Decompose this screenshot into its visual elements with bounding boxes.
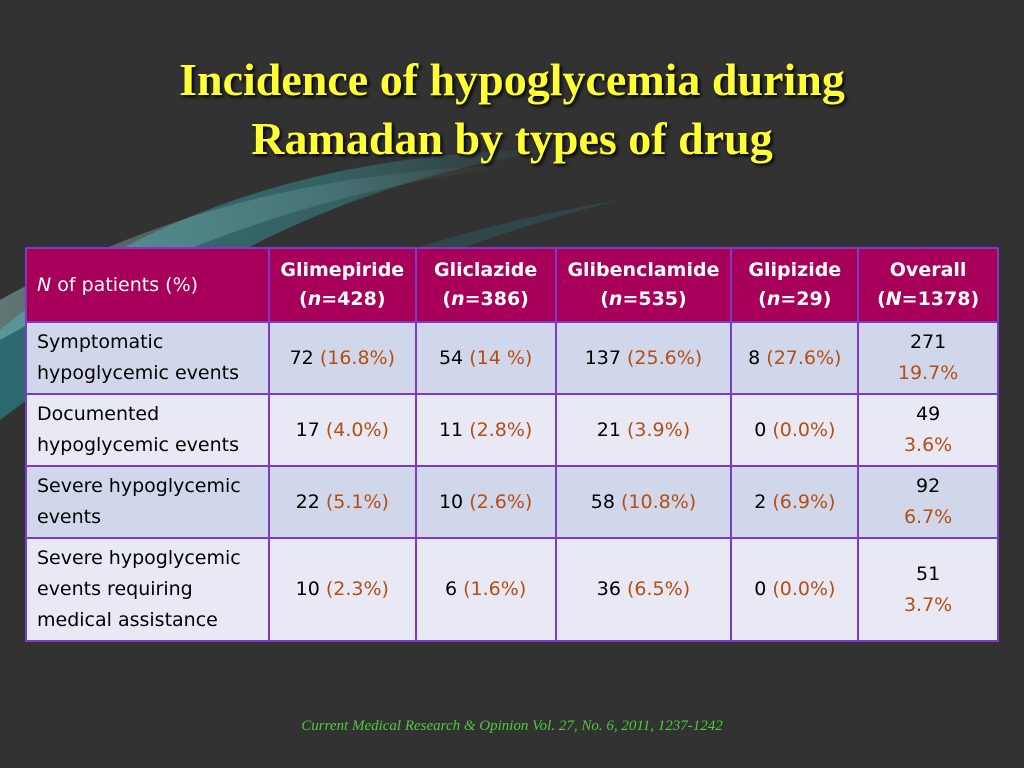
hypoglycemia-table: N of patients (%) Glimepiride (n=428) Gli…	[25, 247, 999, 642]
table-cell: 21 (3.9%)	[554, 393, 733, 467]
table-row: Severe hypoglycemic events requiring med…	[25, 537, 999, 642]
overall-cell: 92 6.7%	[857, 465, 999, 539]
column-header: Glipizide (n=29)	[730, 247, 860, 323]
slide-title: Incidence of hypoglycemia during Ramadan…	[40, 50, 984, 168]
table-cell: 72 (16.8%)	[267, 321, 417, 395]
table-cell: 6 (1.6%)	[414, 537, 557, 642]
table-cell: 10 (2.3%)	[267, 537, 417, 642]
column-header: Overall (N=1378)	[857, 247, 999, 323]
overall-cell: 51 3.7%	[857, 537, 999, 642]
column-header: Gliclazide (n=386)	[414, 247, 557, 323]
table-cell: 22 (5.1%)	[267, 465, 417, 539]
row-label: Documented hypoglycemic events	[25, 393, 270, 467]
table-cell: 137 (25.6%)	[554, 321, 733, 395]
table-cell: 2 (6.9%)	[730, 465, 860, 539]
title-line-2: Ramadan by types of drug	[251, 113, 773, 164]
table-cell: 11 (2.8%)	[414, 393, 557, 467]
row-label: Symptomatic hypoglycemic events	[25, 321, 270, 395]
table-cell: 10 (2.6%)	[414, 465, 557, 539]
table-cell: 58 (10.8%)	[554, 465, 733, 539]
column-header: Glibenclamide (n=535)	[554, 247, 733, 323]
table-cell: 0 (0.0%)	[730, 393, 860, 467]
table-cell: 54 (14 %)	[414, 321, 557, 395]
table-header-row: N of patients (%) Glimepiride (n=428) Gli…	[25, 247, 999, 323]
table-cell: 17 (4.0%)	[267, 393, 417, 467]
table-cell: 8 (27.6%)	[730, 321, 860, 395]
table-cell: 0 (0.0%)	[730, 537, 860, 642]
table-row: Severe hypoglycemic events 22 (5.1%) 10 …	[25, 465, 999, 539]
table-cell: 36 (6.5%)	[554, 537, 733, 642]
title-line-1: Incidence of hypoglycemia during	[179, 54, 845, 105]
overall-cell: 49 3.6%	[857, 393, 999, 467]
citation: Current Medical Research & Opinion Vol. …	[301, 718, 723, 734]
row-label: Severe hypoglycemic events	[25, 465, 270, 539]
column-header: Glimepiride (n=428)	[267, 247, 417, 323]
table-row: Documented hypoglycemic events 17 (4.0%)…	[25, 393, 999, 467]
header-corner: N of patients (%)	[25, 247, 270, 323]
overall-cell: 271 19.7%	[857, 321, 999, 395]
table-row: Symptomatic hypoglycemic events 72 (16.8…	[25, 321, 999, 395]
row-label: Severe hypoglycemic events requiring med…	[25, 537, 270, 642]
